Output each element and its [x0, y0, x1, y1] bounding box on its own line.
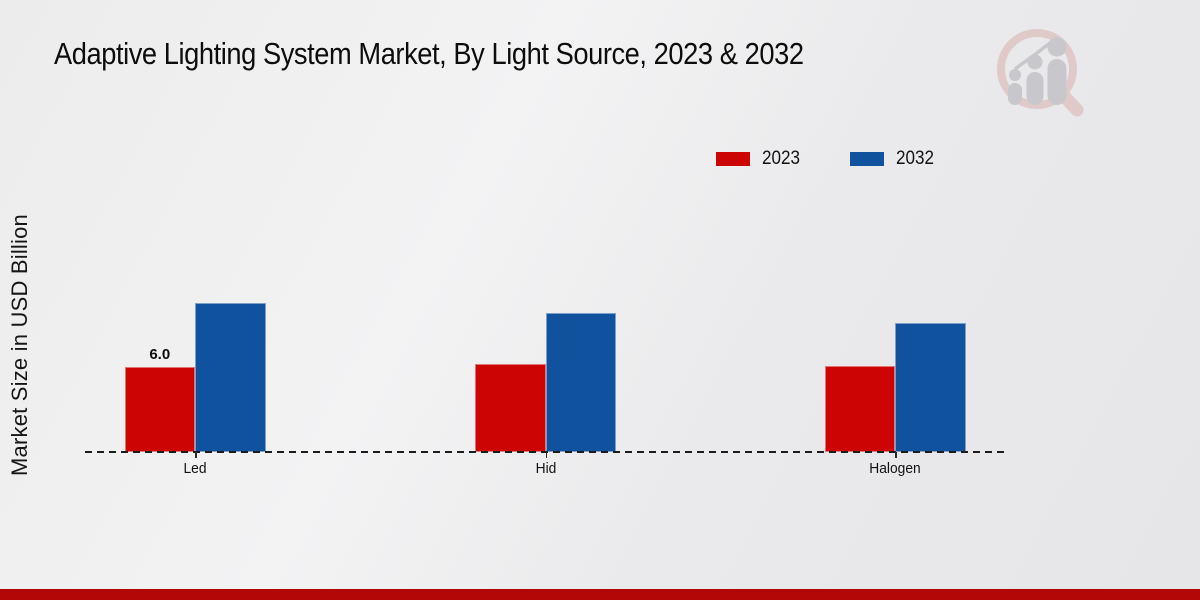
- bar-2023-hid: [475, 364, 546, 452]
- x-axis-tick-led: [195, 452, 197, 458]
- x-axis-baseline: [85, 451, 1005, 453]
- legend-item-2023: 2023: [716, 148, 804, 170]
- market-research-future-magnifier-logo: [997, 29, 1084, 117]
- category-label-halogen: Halogen: [869, 460, 921, 477]
- legend-item-2032: 2032: [850, 148, 938, 170]
- trend-line-icon: [1013, 36, 1059, 71]
- bar-value-label-led: 6.0: [149, 345, 171, 363]
- category-label-hid: Hid: [535, 460, 556, 477]
- magnifier-handle-icon: [1057, 89, 1084, 117]
- x-axis-tick-hid: [545, 452, 547, 458]
- bar-2032-halogen: [895, 323, 966, 452]
- bar-2023-halogen: [824, 365, 895, 452]
- footer-accent-bar: [0, 589, 1200, 600]
- category-label-led: Led: [183, 460, 207, 477]
- legend: 2023 2032: [716, 148, 939, 170]
- legend-swatch-2023: [716, 152, 750, 166]
- bar-2023-led: [124, 366, 195, 452]
- bar-2032-led: [195, 303, 266, 452]
- legend-swatch-2032: [850, 152, 885, 166]
- bar-2032-hid: [545, 313, 616, 452]
- magnifier-lens-icon: [997, 29, 1077, 109]
- legend-label-2032: 2032: [896, 148, 935, 169]
- x-axis-tick-halogen: [895, 452, 897, 458]
- chart-title: Adaptive Lighting System Market, By Ligh…: [54, 36, 804, 71]
- legend-label-2023: 2023: [762, 148, 801, 169]
